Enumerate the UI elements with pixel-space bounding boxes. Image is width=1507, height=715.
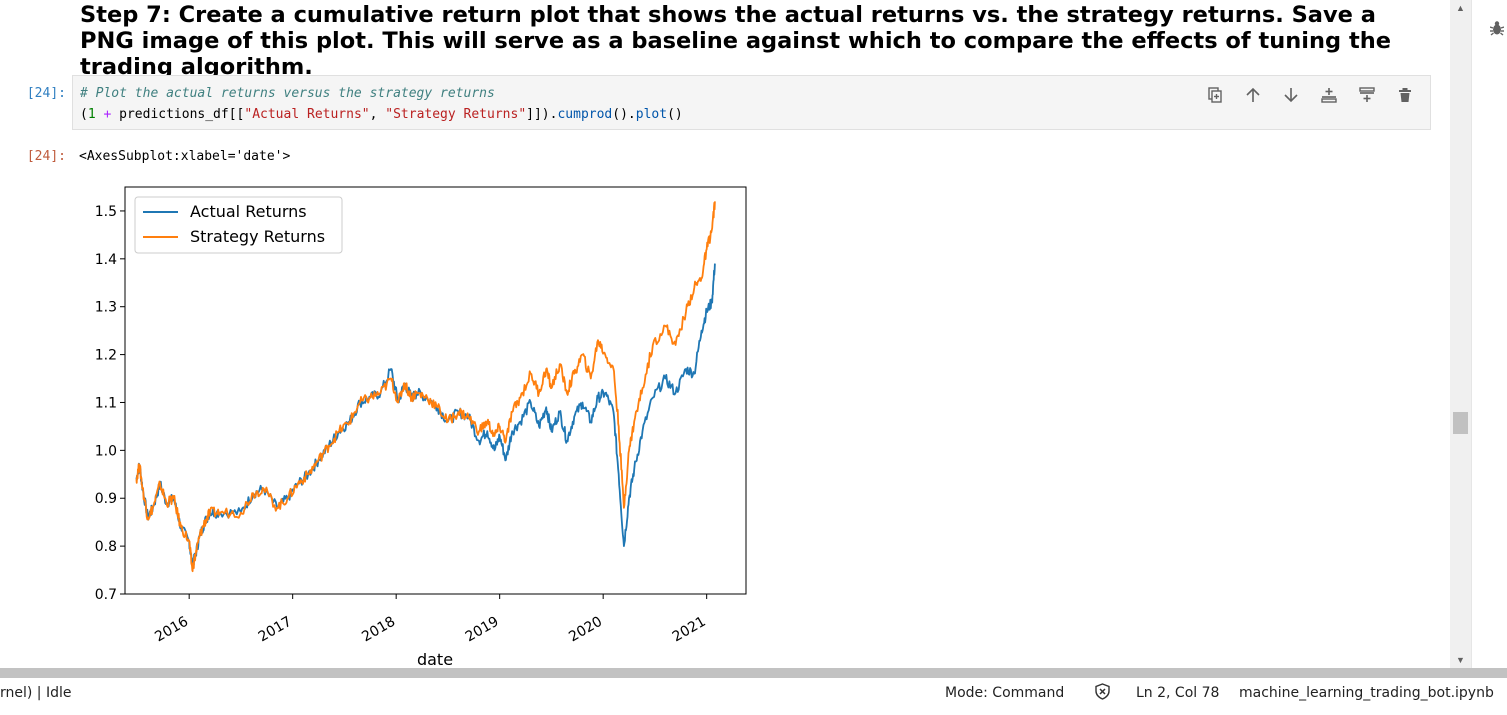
delete-cell-button[interactable] [1394, 84, 1416, 106]
vertical-scrollbar[interactable]: ▲ ▼ [1450, 0, 1471, 668]
y-tick-label: 0.9 [95, 491, 117, 507]
move-down-button[interactable] [1280, 84, 1302, 106]
duplicate-cell-button[interactable] [1204, 84, 1226, 106]
mode-indicator: Mode: Command [945, 685, 1065, 701]
legend-box [134, 196, 343, 254]
y-tick-label: 1.1 [95, 395, 117, 411]
output-prompt: [24]: [26, 149, 66, 164]
x-tick-label: 2017 [256, 614, 295, 646]
cumulative-return-plot: 0.7 0.8 0.9 1.0 1.1 1.2 1.3 1.4 1.5 2016 2017 2018 2… [95, 186, 747, 668]
code-token: (). [612, 107, 636, 122]
axes-frame [124, 186, 747, 595]
code-line-2[interactable]: (1 + predictions_df[["Actual Returns", "… [80, 107, 683, 122]
panel-divider[interactable] [0, 668, 1507, 678]
duplicate-icon [1208, 87, 1222, 103]
code-token: predictions_df[[ [119, 107, 245, 122]
cell-toolbar [1204, 84, 1416, 106]
move-up-button[interactable] [1242, 84, 1264, 106]
insert-below-button[interactable] [1356, 84, 1378, 106]
code-token: ( [80, 107, 88, 122]
code-line-1[interactable]: # Plot the actual returns versus the str… [80, 86, 495, 101]
y-tick-label: 1.4 [95, 252, 117, 268]
input-prompt: [24]: [26, 86, 66, 101]
code-token: () [667, 107, 683, 122]
status-bar: rnel) | Idle Mode: Command Ln 2, Col 78 … [0, 678, 1507, 715]
code-token: 1 [87, 107, 96, 122]
code-comment: # Plot the actual returns versus the str… [80, 86, 495, 101]
y-tick-label: 1.3 [95, 300, 117, 316]
code-cell[interactable]: # Plot the actual returns versus the str… [72, 75, 1431, 130]
document-name: machine_learning_trading_bot.ipynb [1239, 685, 1494, 701]
code-token: cumprod [557, 107, 613, 122]
move-down-icon [1284, 88, 1298, 103]
debugger-bug-icon[interactable] [1490, 20, 1504, 36]
cursor-position[interactable]: Ln 2, Col 78 [1136, 685, 1220, 701]
legend-label: Strategy Returns [190, 227, 325, 246]
kernel-status[interactable]: rnel) | Idle [0, 685, 72, 701]
x-axis-label: date [417, 650, 453, 668]
code-token: , [369, 107, 386, 122]
x-tick-label: 2018 [359, 614, 398, 646]
y-tick-label: 1.2 [95, 348, 117, 364]
x-tick-label: 2020 [566, 614, 605, 646]
series-line [135, 263, 716, 571]
code-token: "Actual Returns" [244, 107, 370, 122]
right-sidebar [1471, 0, 1507, 668]
scroll-up-arrow-icon[interactable]: ▲ [1456, 3, 1465, 13]
code-token: "Strategy Returns" [385, 107, 527, 122]
x-tick-label: 2016 [152, 614, 191, 646]
scroll-down-arrow-icon[interactable]: ▼ [1456, 655, 1465, 665]
x-tick-label: 2019 [463, 614, 502, 646]
insert-below-icon [1359, 87, 1375, 102]
scrollbar-thumb[interactable] [1453, 412, 1468, 434]
delete-icon [1399, 88, 1411, 102]
code-token: ]]). [526, 107, 558, 122]
trust-status[interactable] [1094, 683, 1111, 704]
not-trusted-shield-icon [1095, 683, 1110, 700]
series-line [135, 201, 716, 573]
y-tick-label: 0.8 [95, 539, 117, 555]
y-tick-label: 0.7 [95, 587, 117, 603]
insert-above-icon [1321, 88, 1337, 103]
output-text: <AxesSubplot:xlabel='date'> [79, 149, 291, 164]
code-token: + [95, 107, 120, 122]
x-tick-label: 2021 [670, 614, 709, 646]
legend-label: Actual Returns [190, 202, 307, 221]
code-token: plot [635, 107, 668, 122]
markdown-heading: Step 7: Create a cumulative return plot … [80, 2, 1391, 80]
y-tick-label: 1.5 [95, 204, 117, 220]
move-up-icon [1246, 87, 1260, 102]
insert-above-button[interactable] [1318, 84, 1340, 106]
y-tick-label: 1.0 [95, 443, 117, 459]
notebook-panel: Step 7: Create a cumulative return plot … [26, 2, 1431, 668]
